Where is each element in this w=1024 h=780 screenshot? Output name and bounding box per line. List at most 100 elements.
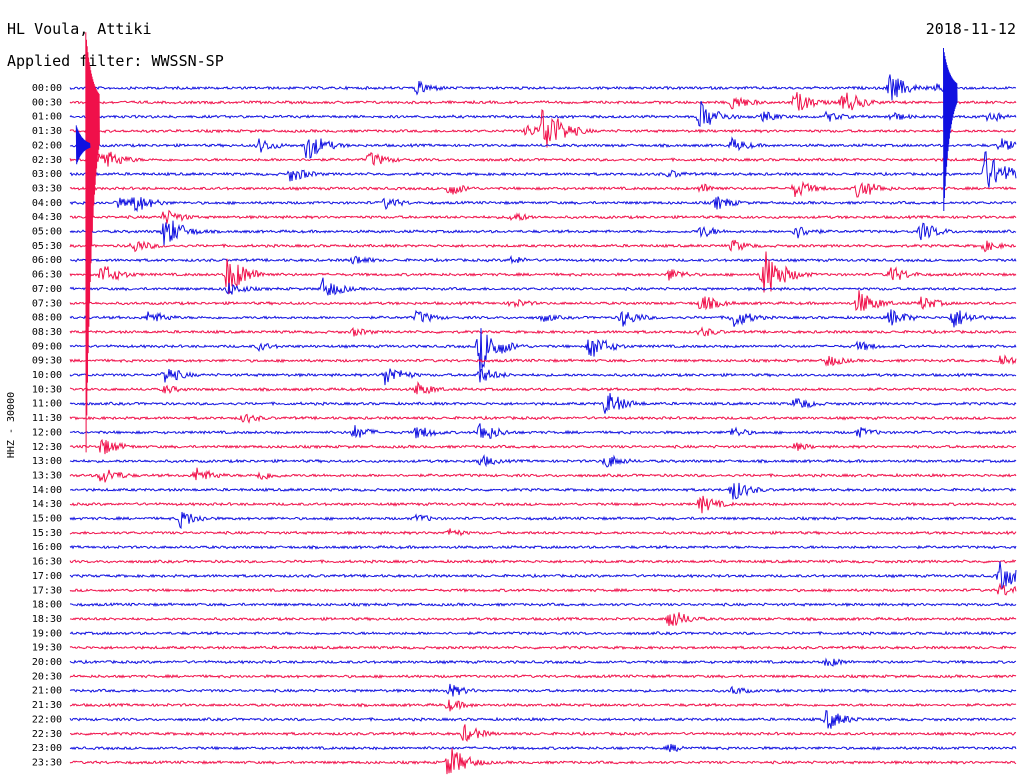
- row-time-label: 05:00: [32, 227, 62, 238]
- row-time-label: 02:00: [32, 140, 62, 151]
- seismic-trace: [69, 239, 1017, 253]
- seismic-trace: [69, 108, 1017, 148]
- seismic-trace: [69, 220, 1017, 246]
- seismic-trace: [69, 92, 1017, 111]
- seismic-trace: [69, 354, 1017, 367]
- trace-group: [69, 32, 1017, 775]
- seismic-trace: [69, 326, 1017, 337]
- seismic-trace: [69, 151, 1017, 167]
- seismic-trace: [69, 151, 1017, 188]
- seismic-trace: [69, 438, 1017, 455]
- row-time-label: 18:30: [32, 614, 62, 625]
- large-event-spike: [75, 125, 91, 165]
- station-title: HL Voula, Attiki: [7, 20, 152, 38]
- row-time-label: 10:00: [32, 370, 62, 381]
- row-time-label: 18:00: [32, 600, 62, 611]
- seismic-trace: [70, 724, 1017, 743]
- row-time-label: 11:00: [32, 399, 62, 410]
- row-time-label: 21:00: [32, 686, 62, 697]
- seismic-trace: [69, 673, 1017, 679]
- seismic-trace: [69, 367, 1017, 386]
- seismic-trace: [69, 645, 1017, 651]
- row-time-label: 15:30: [32, 528, 62, 539]
- seismic-trace: [69, 277, 1017, 296]
- seismic-trace: [69, 328, 1017, 373]
- seismic-trace: [69, 136, 1017, 159]
- seismic-trace: [69, 393, 1017, 414]
- seismic-trace: [69, 309, 1017, 328]
- row-time-label: 17:30: [32, 585, 62, 596]
- row-time-label: 19:30: [32, 643, 62, 654]
- y-axis-label: HHZ - 30000: [6, 392, 17, 458]
- row-time-label: 10:30: [32, 384, 62, 395]
- row-time-label: 11:30: [32, 413, 62, 424]
- row-time-label: 01:30: [32, 126, 62, 137]
- row-time-label: 12:00: [32, 427, 62, 438]
- row-label-group: 00:00 00:30 01:00 01:30 02:00 02:30 03:00 03:30…: [32, 83, 62, 768]
- seismic-trace: [69, 413, 1017, 424]
- seismic-trace: [69, 209, 1017, 224]
- seismic-trace: [69, 423, 1017, 439]
- seismic-trace: [69, 748, 1017, 775]
- row-time-label: 07:00: [32, 284, 62, 295]
- row-time-label: 08:00: [32, 313, 62, 324]
- seismic-trace: [69, 290, 1017, 312]
- large-event-spike: [943, 47, 958, 212]
- row-time-label: 20:30: [32, 671, 62, 682]
- seismic-trace: [69, 561, 1017, 590]
- seismic-trace: [70, 482, 1017, 500]
- row-time-label: 15:00: [32, 514, 62, 525]
- seismic-trace: [69, 511, 1017, 530]
- row-time-label: 16:30: [32, 557, 62, 568]
- row-time-label: 03:30: [32, 183, 62, 194]
- row-time-label: 03:00: [32, 169, 62, 180]
- row-time-label: 08:30: [32, 327, 62, 338]
- row-time-label: 06:00: [32, 255, 62, 266]
- seismic-trace: [69, 601, 1017, 608]
- seismic-trace: [69, 630, 1017, 636]
- large-event-spike: [85, 32, 100, 453]
- row-time-label: 01:00: [32, 112, 62, 123]
- filter-label: Applied filter: WWSSN-SP: [7, 52, 224, 70]
- seismic-trace: [69, 196, 1017, 213]
- seismic-trace: [69, 251, 1017, 294]
- seismic-trace: [69, 657, 1017, 667]
- row-time-label: 04:00: [32, 198, 62, 209]
- row-time-label: 00:30: [32, 97, 62, 108]
- row-time-label: 04:30: [32, 212, 62, 223]
- seismic-trace: [69, 454, 1017, 468]
- seismic-trace: [69, 699, 1017, 712]
- row-time-label: 09:00: [32, 341, 62, 352]
- seismic-trace: [69, 558, 1017, 565]
- row-time-label: 09:30: [32, 356, 62, 367]
- seismic-trace: [69, 74, 1017, 101]
- seismic-trace: [69, 544, 1017, 550]
- seismic-trace: [69, 582, 1017, 596]
- row-time-label: 19:00: [32, 628, 62, 639]
- row-time-label: 13:30: [32, 470, 62, 481]
- row-time-label: 16:00: [32, 542, 62, 553]
- row-time-label: 05:30: [32, 241, 62, 252]
- row-time-label: 22:00: [32, 714, 62, 725]
- seismic-trace: [69, 380, 1017, 395]
- row-time-label: 06:30: [32, 270, 62, 281]
- row-time-label: 14:30: [32, 499, 62, 510]
- seismic-trace: [69, 743, 1017, 753]
- row-time-label: 22:30: [32, 729, 62, 740]
- row-time-label: 07:30: [32, 298, 62, 309]
- row-time-label: 00:00: [32, 83, 62, 94]
- seismic-trace: [69, 467, 1017, 483]
- seismic-trace: [69, 612, 1017, 627]
- row-time-label: 23:00: [32, 743, 62, 754]
- date-label: 2018-11-12: [925, 20, 1016, 38]
- seismic-trace: [69, 683, 1017, 697]
- row-time-label: 02:30: [32, 155, 62, 166]
- row-time-label: 12:30: [32, 442, 62, 453]
- row-time-label: 17:00: [32, 571, 62, 582]
- row-time-label: 20:00: [32, 657, 62, 668]
- row-time-label: 21:30: [32, 700, 62, 711]
- seismic-trace: [69, 495, 1017, 514]
- seismic-trace: [69, 180, 1017, 198]
- seismic-trace: [69, 528, 1017, 537]
